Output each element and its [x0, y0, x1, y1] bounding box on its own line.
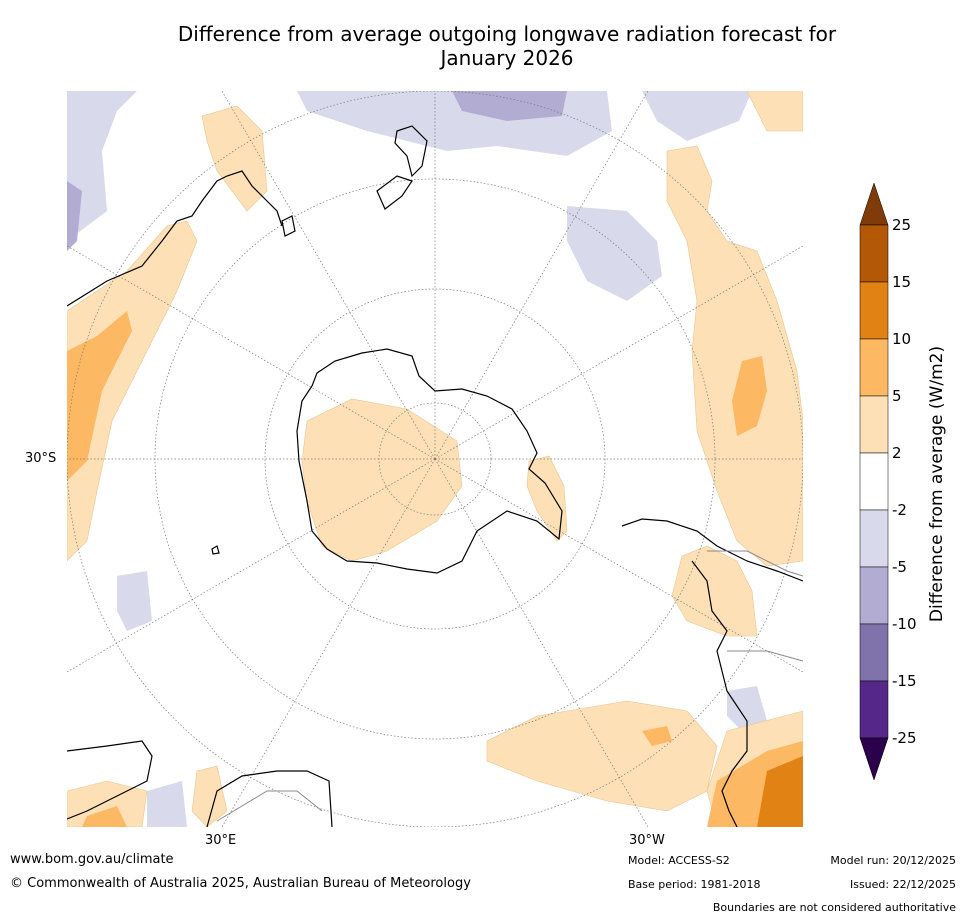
coastlines [67, 125, 803, 827]
copyright-text: © Commonwealth of Australia 2025, Austra… [10, 876, 471, 891]
new-zealand-north [394, 125, 428, 178]
colorbar-band-2-5 [859, 395, 889, 454]
model-run-text: Model run: 20/12/2025 [830, 854, 956, 867]
chart-title: Difference from average outgoing longwav… [67, 22, 947, 70]
lat-label-30s: 30°S [25, 451, 57, 466]
colorbar-tick: 15 [892, 273, 912, 291]
colorbar-label: Difference from average (W/m2) [927, 345, 947, 623]
colorbar-tick: 5 [892, 387, 902, 405]
colorbar-tick: 10 [892, 330, 912, 348]
colorbar-band-15-25 [859, 224, 889, 283]
africa-coast [67, 170, 283, 307]
colorbar-band-5-10 [859, 338, 889, 397]
colorbar-band-10-15 [859, 281, 889, 340]
antarctica-coast [296, 348, 563, 574]
issued-text: Issued: 22/12/2025 [849, 878, 956, 891]
disclaimer-text: Boundaries are not considered authoritat… [712, 901, 956, 914]
title-line-2: January 2026 [440, 46, 574, 70]
colorbar-tick: -5 [892, 558, 907, 576]
colorbar [858, 182, 898, 781]
colorbar-tick: -15 [892, 672, 917, 690]
new-zealand-south [376, 175, 413, 210]
australia-east-coast [206, 770, 333, 827]
graticule [67, 91, 803, 827]
colorbar-band-minus10-minus15 [859, 623, 889, 682]
map-svg [67, 91, 803, 827]
colorbar-band-neutral [859, 452, 889, 511]
colorbar-tick: -25 [892, 729, 917, 747]
south-america-tip [621, 518, 803, 582]
model-text: Model: ACCESS-S2 [628, 854, 730, 867]
australia-coast [67, 740, 153, 820]
strong-negative-anomaly-regions [67, 91, 567, 251]
title-line-1: Difference from average outgoing longwav… [177, 22, 837, 46]
colorbar-cap-high [859, 182, 889, 226]
colorbar-band-minus15-minus25 [859, 680, 889, 739]
grey-boundaries [216, 550, 803, 822]
colorbar-tick: -10 [892, 615, 917, 633]
colorbar-cap-low [859, 737, 889, 781]
colorbar-tick: 2 [892, 444, 902, 462]
tasmania [211, 545, 220, 555]
madagascar-coast [281, 215, 296, 237]
colorbar-tick: -2 [892, 501, 907, 519]
base-period-text: Base period: 1981-2018 [628, 878, 761, 891]
lon-label-30e: 30°E [205, 833, 237, 848]
colorbar-band-minus5-minus10 [859, 566, 889, 625]
colorbar-svg [859, 182, 889, 781]
polar-map[interactable] [67, 91, 803, 827]
lon-label-30w: 30°W [629, 833, 665, 848]
strong-positive-anomaly-regions [757, 756, 803, 827]
colorbar-band-minus2-minus5 [859, 509, 889, 568]
colorbar-tick: 25 [892, 216, 912, 234]
south-america-coast [691, 560, 748, 827]
website-link[interactable]: www.bom.gov.au/climate [10, 852, 174, 867]
